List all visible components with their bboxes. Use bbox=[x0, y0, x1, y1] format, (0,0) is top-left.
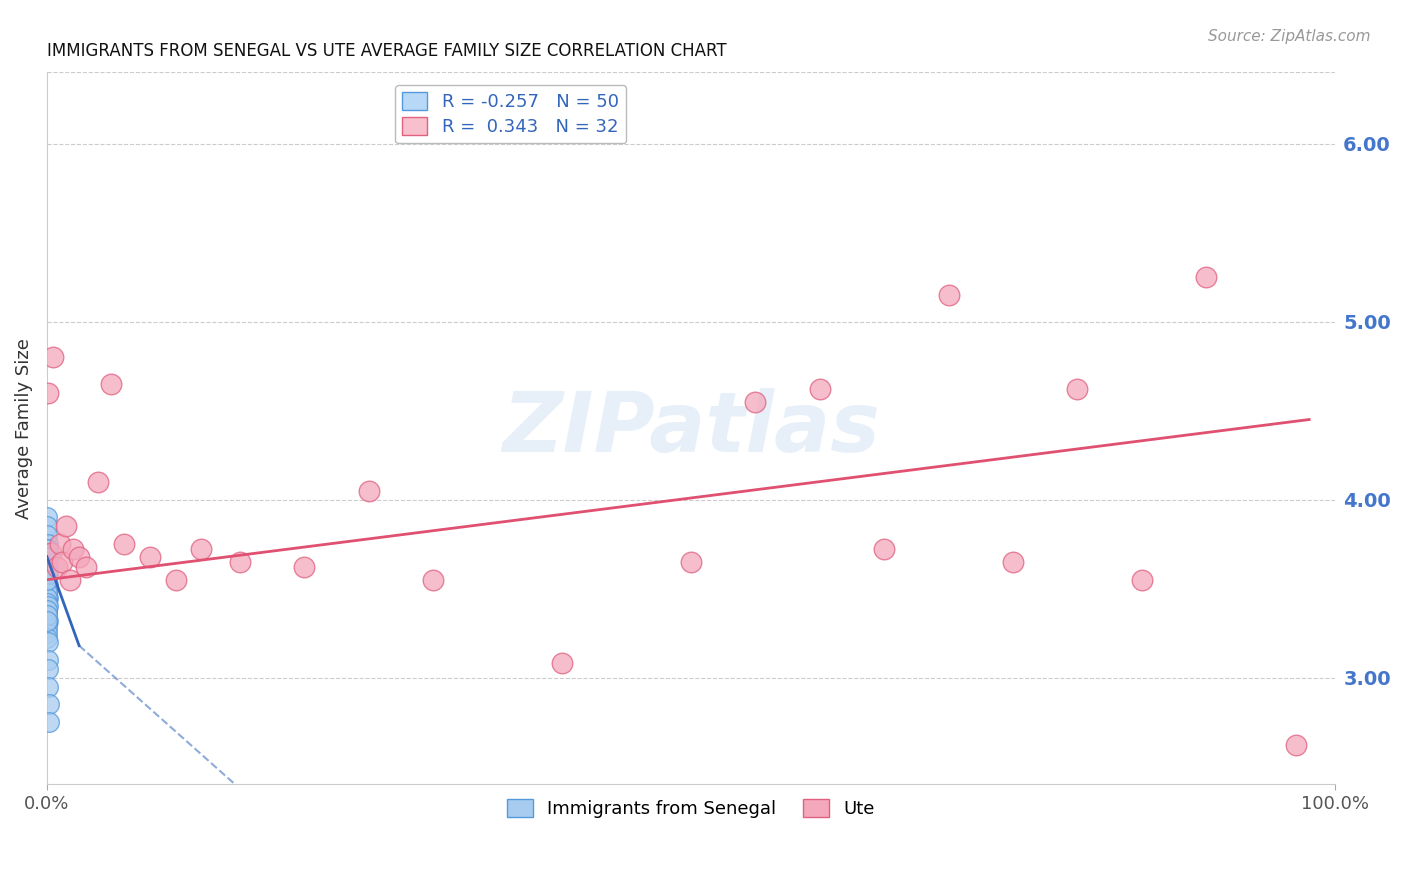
Point bbox=[39, 546, 62, 560]
Point bbox=[37, 621, 59, 635]
Point bbox=[37, 599, 59, 614]
Point bbox=[938, 288, 960, 302]
Point bbox=[46, 560, 69, 574]
Point bbox=[67, 549, 90, 564]
Point bbox=[37, 549, 59, 564]
Point bbox=[55, 519, 77, 533]
Point bbox=[37, 555, 59, 569]
Point bbox=[37, 542, 59, 557]
Point bbox=[190, 542, 212, 557]
Point bbox=[100, 376, 122, 391]
Text: ZIPatlas: ZIPatlas bbox=[502, 388, 880, 469]
Point bbox=[165, 573, 187, 587]
Point bbox=[38, 715, 60, 730]
Point bbox=[87, 475, 110, 489]
Text: Source: ZipAtlas.com: Source: ZipAtlas.com bbox=[1208, 29, 1371, 44]
Point bbox=[37, 585, 59, 599]
Point bbox=[37, 603, 59, 617]
Point bbox=[49, 537, 72, 551]
Point bbox=[62, 542, 84, 557]
Point bbox=[37, 549, 59, 564]
Point bbox=[37, 573, 59, 587]
Point bbox=[37, 537, 59, 551]
Point bbox=[37, 582, 59, 596]
Point bbox=[294, 560, 316, 574]
Text: IMMIGRANTS FROM SENEGAL VS UTE AVERAGE FAMILY SIZE CORRELATION CHART: IMMIGRANTS FROM SENEGAL VS UTE AVERAGE F… bbox=[46, 42, 727, 60]
Point bbox=[422, 573, 444, 587]
Point bbox=[37, 528, 59, 542]
Point bbox=[37, 614, 59, 628]
Point bbox=[37, 560, 59, 574]
Point bbox=[37, 594, 59, 608]
Point bbox=[37, 591, 59, 605]
Point bbox=[744, 394, 766, 409]
Point bbox=[1285, 739, 1308, 753]
Point bbox=[37, 555, 59, 569]
Point bbox=[37, 578, 59, 592]
Point bbox=[37, 582, 59, 596]
Point bbox=[357, 483, 380, 498]
Point bbox=[37, 608, 59, 623]
Point bbox=[679, 555, 702, 569]
Point bbox=[37, 510, 59, 524]
Point bbox=[37, 591, 59, 605]
Point bbox=[37, 603, 59, 617]
Point bbox=[37, 546, 59, 560]
Y-axis label: Average Family Size: Average Family Size bbox=[15, 338, 32, 519]
Point bbox=[1001, 555, 1024, 569]
Point bbox=[37, 573, 59, 587]
Point bbox=[37, 599, 59, 614]
Point bbox=[37, 608, 59, 623]
Point bbox=[38, 698, 60, 712]
Point bbox=[59, 573, 82, 587]
Point bbox=[42, 350, 65, 364]
Point bbox=[37, 680, 59, 694]
Point bbox=[51, 555, 73, 569]
Point bbox=[37, 662, 59, 676]
Point bbox=[1066, 382, 1088, 396]
Point bbox=[112, 537, 135, 551]
Point bbox=[37, 519, 59, 533]
Point bbox=[37, 567, 59, 582]
Point bbox=[37, 564, 59, 578]
Point bbox=[37, 596, 59, 610]
Point bbox=[1195, 270, 1218, 285]
Point bbox=[37, 635, 59, 649]
Point bbox=[37, 578, 59, 592]
Point bbox=[37, 617, 59, 632]
Point bbox=[37, 596, 59, 610]
Point bbox=[37, 614, 59, 628]
Point bbox=[37, 385, 59, 400]
Point bbox=[37, 542, 59, 557]
Point bbox=[37, 567, 59, 582]
Point bbox=[37, 632, 59, 646]
Point bbox=[551, 657, 574, 671]
Legend: Immigrants from Senegal, Ute: Immigrants from Senegal, Ute bbox=[501, 792, 882, 825]
Point bbox=[1130, 573, 1153, 587]
Point bbox=[37, 653, 59, 667]
Point bbox=[229, 555, 252, 569]
Point bbox=[37, 560, 59, 574]
Point bbox=[37, 564, 59, 578]
Point bbox=[37, 585, 59, 599]
Point bbox=[37, 607, 59, 621]
Point bbox=[37, 626, 59, 640]
Point bbox=[808, 382, 831, 396]
Point bbox=[37, 573, 59, 587]
Point bbox=[873, 542, 896, 557]
Point bbox=[75, 560, 97, 574]
Point bbox=[139, 549, 162, 564]
